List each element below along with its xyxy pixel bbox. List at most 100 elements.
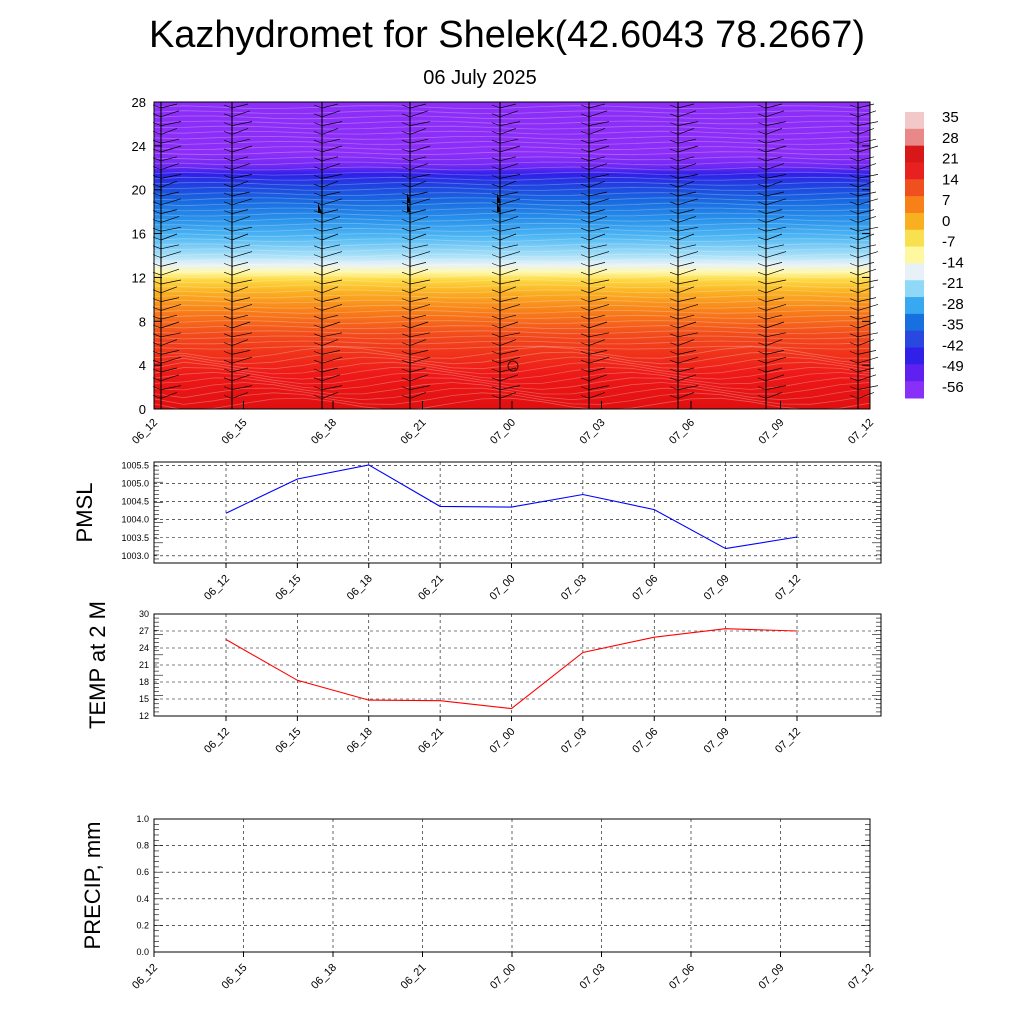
wind-barb (588, 374, 608, 382)
wind-barb (491, 192, 501, 197)
wind-barb (580, 263, 590, 267)
wind-barb-flag (497, 193, 501, 203)
pmsl-panel: 1003.0 1003.5 1004.0 1004.5 1005.0 1005.5 06_1… (72, 461, 882, 603)
wind-barb (757, 192, 767, 197)
wind-barb (677, 244, 697, 250)
wind-barb (849, 324, 859, 329)
wind-barb (409, 268, 429, 276)
wind-barb (849, 157, 859, 162)
wind-barb (669, 307, 679, 311)
wind-barb (669, 104, 679, 109)
colorbar-swatch (905, 280, 924, 298)
wind-barb (499, 226, 521, 232)
wind-barb (401, 333, 411, 338)
wind-barb (321, 279, 343, 285)
wind-barb (499, 128, 517, 135)
wind-barb (580, 395, 590, 399)
contour-line (153, 279, 871, 284)
wind-barb (401, 166, 411, 170)
wind-barb (491, 395, 501, 399)
wind-barb (580, 377, 590, 382)
wind-barb (580, 201, 590, 206)
wind-barb (757, 113, 767, 118)
wind-barb (160, 180, 178, 188)
wind-barb (223, 254, 233, 258)
wind-barb (491, 113, 501, 118)
wind-barb (757, 280, 767, 285)
wind-barb (401, 359, 411, 364)
wind-barb (765, 268, 785, 276)
contour-line (153, 130, 871, 135)
wind-barb (757, 104, 767, 109)
wind-barb (580, 298, 590, 302)
wind-barb (223, 289, 233, 294)
temp-2m-x-tick-label: 06_15 (273, 726, 303, 756)
wind-barb (849, 201, 859, 206)
wind-barb (160, 332, 182, 338)
wind-barb (231, 286, 249, 294)
wind-barb (231, 128, 249, 135)
wind-barb (588, 251, 610, 258)
wind-barb (580, 324, 590, 329)
wind-barb (669, 192, 679, 197)
wind-barb (231, 209, 249, 214)
wind-barb (491, 263, 501, 267)
heatmap-x-tick-label: 07_03 (578, 417, 608, 447)
contour-line (153, 397, 871, 411)
wind-barb (849, 148, 859, 153)
wind-barb (499, 314, 517, 320)
wind-barb (757, 395, 767, 399)
wind-barb (857, 156, 875, 162)
contour-line (153, 361, 871, 375)
wind-barb (757, 175, 767, 179)
wind-barb (160, 286, 178, 294)
wind-barb (677, 321, 697, 329)
wind-barb (313, 113, 323, 118)
wind-barb (588, 163, 608, 170)
wind-barb (857, 138, 877, 144)
wind-barb (160, 304, 182, 311)
wind-barb (765, 103, 783, 109)
wind-barb (231, 367, 249, 373)
wind-barb (491, 166, 501, 170)
wind-barb (499, 339, 517, 346)
colorbar-label: -56 (942, 379, 964, 396)
wind-barb (580, 227, 590, 232)
wind-barb (223, 201, 233, 206)
contour-line (153, 110, 871, 115)
wind-barb (857, 268, 877, 276)
wind-barb (499, 332, 521, 338)
wind-barb (765, 321, 785, 329)
wind-barb (588, 244, 608, 250)
wind-barb (223, 315, 233, 320)
temp-2m-series-line (225, 628, 798, 710)
wind-barb (580, 245, 590, 250)
wind-barb (223, 148, 233, 153)
colorbar-swatch (905, 347, 924, 365)
wind-barb (669, 324, 679, 329)
contour-line (153, 120, 871, 125)
wind-barb (677, 332, 699, 338)
pmsl-y-tick-label: 1003.5 (121, 533, 149, 543)
wind-barb (580, 315, 590, 320)
wind-barb (588, 350, 608, 355)
wind-barb (409, 103, 427, 109)
wind-barb (223, 210, 233, 214)
wind-barb (669, 201, 679, 206)
wind-barb (580, 131, 590, 135)
wind-barb (757, 139, 767, 144)
wind-barb (765, 163, 785, 170)
wind-barb (401, 395, 411, 399)
contour-line (153, 382, 871, 395)
wind-barb (580, 139, 590, 144)
wind-barb (669, 315, 679, 320)
wind-barb (849, 245, 859, 250)
wind-barb (223, 280, 233, 285)
wind-barb (857, 233, 875, 241)
wind-barb (321, 198, 343, 206)
precip-y-tick-label: 1.0 (136, 814, 149, 824)
wind-barb (765, 286, 783, 294)
wind-barb (580, 236, 590, 241)
contour-line (153, 284, 871, 289)
